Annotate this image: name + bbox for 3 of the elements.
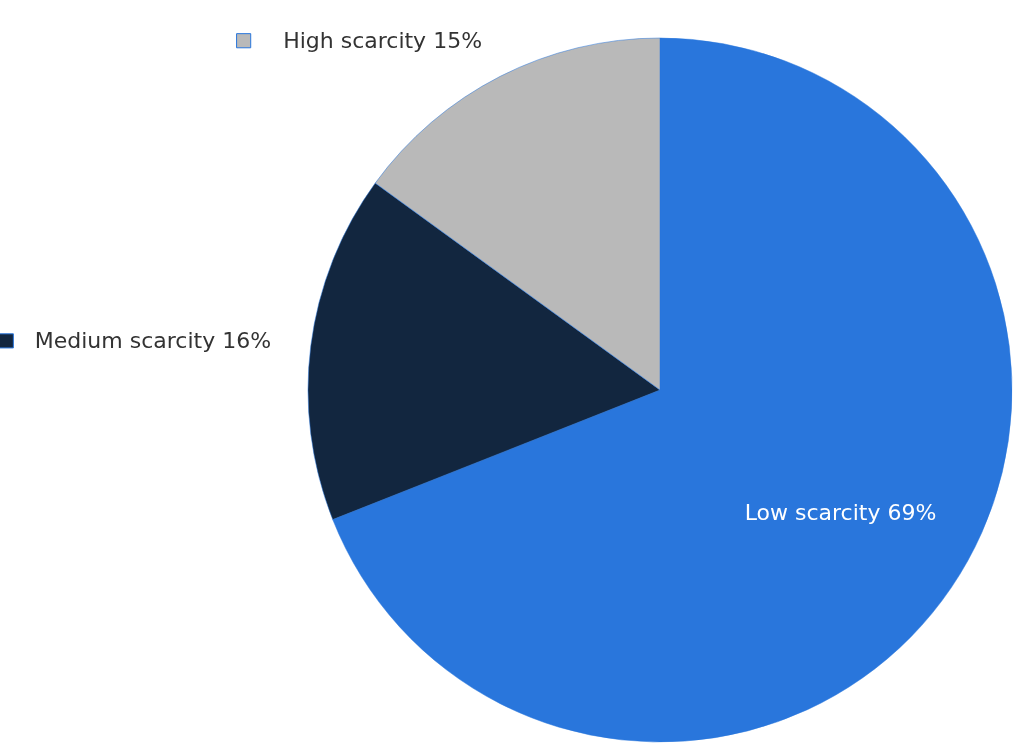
legend-label: High scarcity 15% — [283, 27, 483, 53]
legend-label: Medium scarcity 16% — [34, 327, 272, 353]
slice-label: Low scarcity 69% — [744, 499, 937, 525]
